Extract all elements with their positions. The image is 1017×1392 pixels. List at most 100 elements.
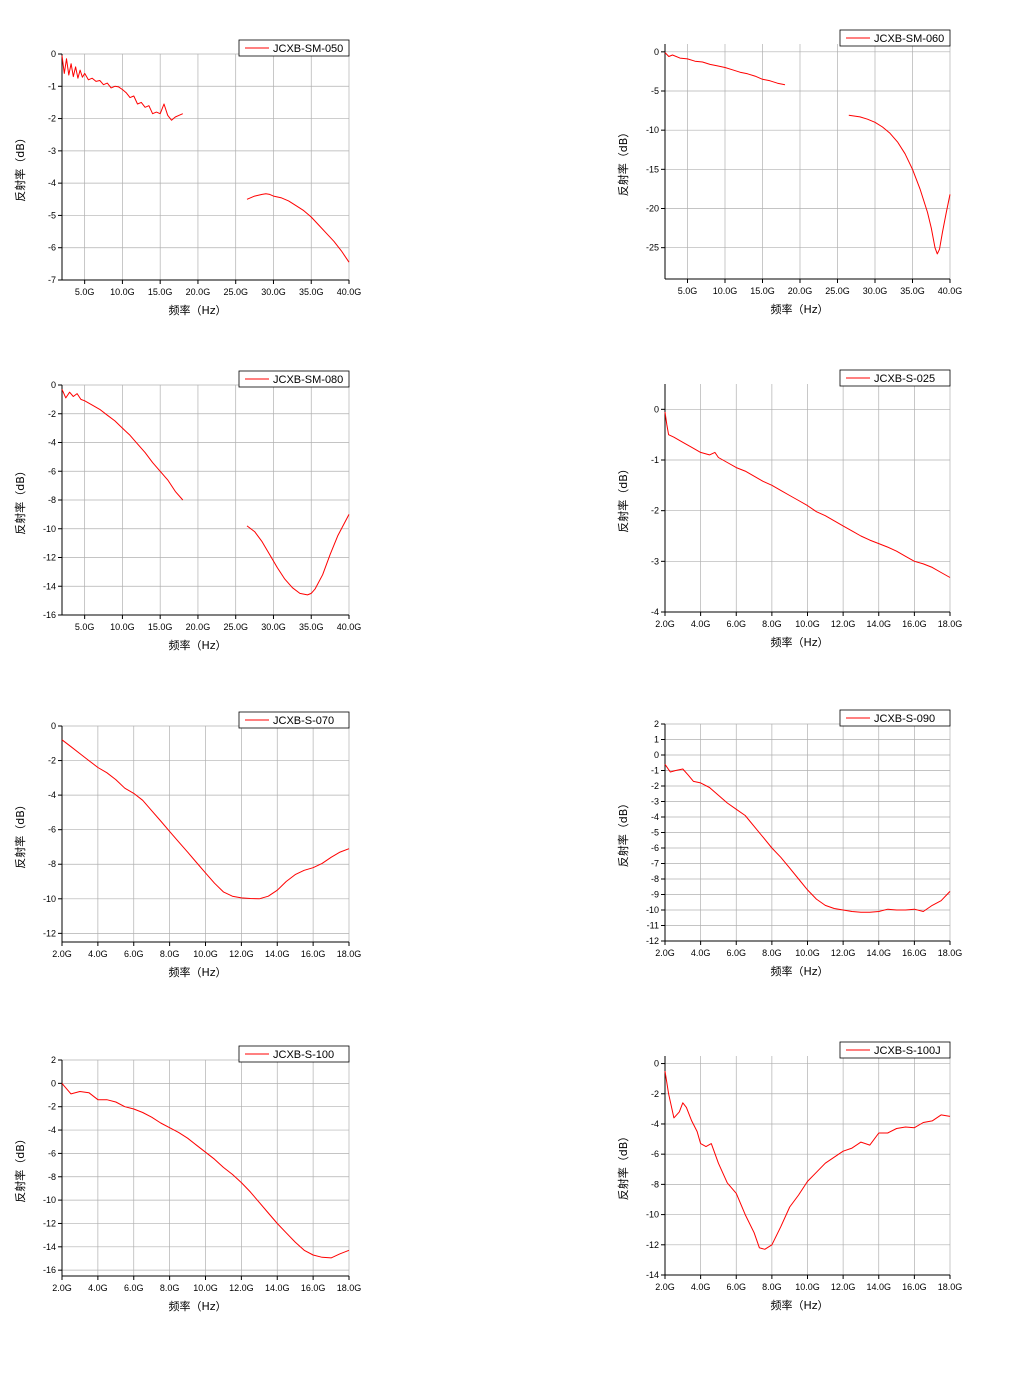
x-tick-label: 8.0G — [160, 1283, 180, 1293]
x-tick-label: 5.0G — [75, 622, 95, 632]
y-tick-label: -10 — [646, 905, 659, 915]
x-tick-label: 40.0G — [938, 286, 963, 296]
y-tick-label: -8 — [48, 859, 56, 869]
x-tick-label: 14.0G — [265, 1283, 290, 1293]
y-tick-label: -14 — [646, 1270, 659, 1280]
y-tick-label: -2 — [651, 1089, 659, 1099]
x-tick-label: 14.0G — [866, 948, 891, 958]
x-tick-label: 10.0G — [795, 1282, 820, 1292]
x-tick-label: 18.0G — [938, 619, 963, 629]
x-tick-label: 6.0G — [726, 619, 746, 629]
x-tick-label: 2.0G — [52, 949, 72, 959]
x-tick-label: 40.0G — [337, 287, 362, 297]
y-tick-label: -12 — [43, 553, 56, 563]
x-tick-label: 30.0G — [261, 622, 286, 632]
x-tick-label: 18.0G — [337, 1283, 362, 1293]
x-tick-label: 12.0G — [229, 949, 254, 959]
y-tick-label: -14 — [43, 581, 56, 591]
x-axis-title: 频率（Hz） — [168, 638, 226, 652]
y-tick-label: -10 — [43, 1195, 56, 1205]
x-tick-label: 15.0G — [148, 622, 173, 632]
y-tick-label: -4 — [48, 790, 56, 800]
x-tick-label: 16.0G — [902, 619, 927, 629]
y-tick-label: -6 — [651, 843, 659, 853]
legend-label: JCXB-S-100 — [273, 1049, 334, 1061]
x-tick-label: 14.0G — [866, 619, 891, 629]
x-tick-label: 16.0G — [902, 1282, 927, 1292]
y-tick-label: -4 — [651, 812, 659, 822]
legend-box — [238, 39, 350, 57]
x-tick-label: 10.0G — [795, 619, 820, 629]
y-tick-label: 0 — [51, 49, 56, 59]
x-tick-label: 35.0G — [900, 286, 925, 296]
x-tick-label: 20.0G — [788, 286, 813, 296]
x-tick-label: 14.0G — [866, 1282, 891, 1292]
legend-label: JCXB-SM-080 — [273, 374, 343, 386]
x-tick-label: 16.0G — [902, 948, 927, 958]
x-tick-label: 10.0G — [193, 949, 218, 959]
series-line — [61, 389, 184, 501]
y-tick-label: -20 — [646, 204, 659, 214]
y-axis-title: 反射率（dB） — [13, 1133, 27, 1203]
legend-label: JCXB-S-070 — [273, 715, 334, 727]
y-tick-label: -10 — [646, 1210, 659, 1220]
legend-label: JCXB-S-090 — [874, 713, 935, 725]
x-axis-title: 频率（Hz） — [770, 635, 828, 649]
series-line — [61, 55, 183, 121]
y-tick-label: -8 — [651, 1179, 659, 1189]
y-tick-label: 2 — [654, 719, 659, 729]
y-tick-label: -12 — [646, 1240, 659, 1250]
y-tick-label: -5 — [651, 828, 659, 838]
x-tick-label: 4.0G — [691, 619, 711, 629]
y-tick-label: 0 — [51, 721, 56, 731]
x-tick-label: 16.0G — [301, 949, 326, 959]
series-line — [246, 514, 350, 596]
x-tick-label: 20.0G — [186, 287, 211, 297]
x-tick-label: 10.0G — [795, 948, 820, 958]
legend-label: JCXB-S-100J — [874, 1045, 941, 1057]
y-tick-label: 0 — [654, 1059, 659, 1069]
x-tick-label: 16.0G — [301, 1283, 326, 1293]
x-tick-label: 25.0G — [223, 622, 248, 632]
legend-label: JCXB-S-025 — [874, 373, 935, 385]
y-tick-label: -6 — [48, 1148, 56, 1158]
y-tick-label: -2 — [48, 1102, 56, 1112]
y-tick-label: -3 — [651, 797, 659, 807]
series-line — [664, 1071, 951, 1250]
legend-box — [238, 711, 350, 729]
legend-box — [238, 1045, 350, 1063]
x-tick-label: 12.0G — [831, 948, 856, 958]
y-tick-label: -6 — [48, 243, 56, 253]
x-tick-label: 2.0G — [655, 948, 675, 958]
x-tick-label: 8.0G — [160, 949, 180, 959]
x-tick-label: 18.0G — [938, 948, 963, 958]
x-tick-label: 40.0G — [337, 622, 362, 632]
plot-area — [62, 54, 349, 280]
y-tick-label: -2 — [48, 756, 56, 766]
y-tick-label: -8 — [48, 495, 56, 505]
legend-box — [839, 369, 951, 387]
x-axis-title: 频率（Hz） — [168, 965, 226, 979]
x-axis-title: 频率（Hz） — [168, 303, 226, 317]
legend-box — [839, 709, 951, 727]
plot-area — [665, 44, 950, 279]
y-tick-label: -8 — [48, 1172, 56, 1182]
x-tick-label: 8.0G — [762, 619, 782, 629]
y-tick-label: -2 — [651, 781, 659, 791]
y-tick-label: -16 — [43, 610, 56, 620]
legend-label: JCXB-SM-050 — [273, 43, 343, 55]
x-axis-title: 频率（Hz） — [770, 964, 828, 978]
y-tick-label: -7 — [651, 859, 659, 869]
y-tick-label: -15 — [646, 164, 659, 174]
y-tick-label: -2 — [48, 114, 56, 124]
y-tick-label: -4 — [48, 438, 56, 448]
x-tick-label: 25.0G — [825, 286, 850, 296]
x-tick-label: 10.0G — [110, 287, 135, 297]
y-axis-title: 反射率（dB） — [616, 463, 630, 533]
x-tick-label: 14.0G — [265, 949, 290, 959]
x-tick-label: 4.0G — [691, 1282, 711, 1292]
